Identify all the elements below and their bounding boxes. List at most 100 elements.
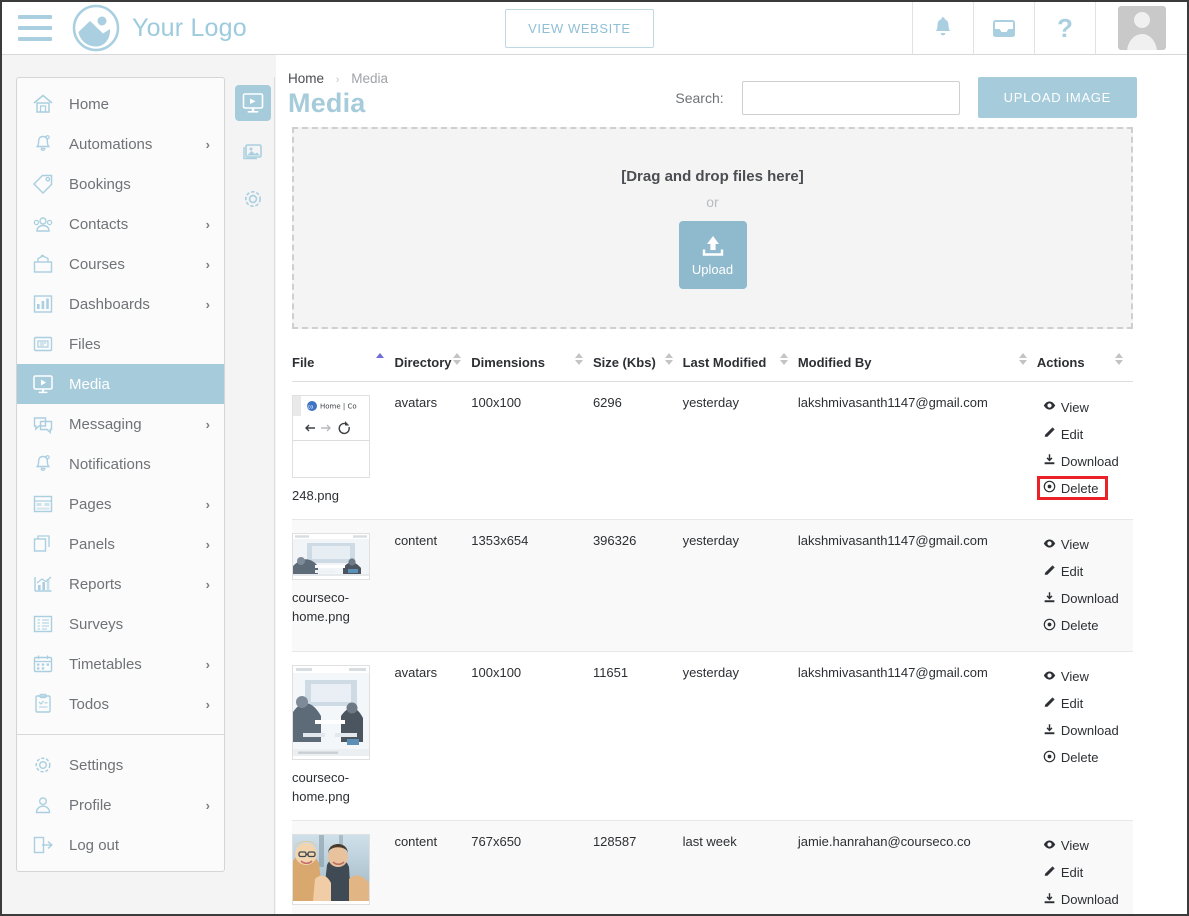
- media-table: File Directory Dimensions Size (Kbs) Last Mo…: [292, 351, 1133, 914]
- rail-media-icon[interactable]: [234, 85, 271, 121]
- column-header-last-modified[interactable]: Last Modified: [682, 351, 798, 382]
- sort-ascending-icon[interactable]: [376, 353, 385, 358]
- courses-icon: [31, 252, 59, 276]
- cell-file: cc-home-banner-mobile.jpg: [292, 820, 395, 914]
- view-website-button[interactable]: VIEW WEBSITE: [505, 8, 654, 48]
- sidebar-item-label: Home: [69, 95, 110, 113]
- cell-size: 396326: [592, 519, 683, 652]
- top-navigation-bar: Your Logo VIEW WEBSITE ?: [2, 2, 1187, 55]
- column-header-modified-by[interactable]: Modified By: [797, 351, 1037, 382]
- sidebar-item-timetables[interactable]: Timetables ›: [17, 644, 224, 684]
- people-photo-thumb[interactable]: [292, 833, 370, 905]
- sort-toggle-icon[interactable]: [779, 353, 788, 365]
- sidebar-item-media[interactable]: Media: [17, 364, 224, 404]
- dropzone-upload-button[interactable]: Upload: [678, 220, 747, 289]
- sidebar-item-todos[interactable]: Todos ›: [17, 684, 224, 724]
- sidebar-item-surveys[interactable]: Surveys: [17, 604, 224, 644]
- column-header-label: Modified By: [797, 355, 872, 370]
- download-icon: [1043, 723, 1056, 739]
- cell-actions: View Edit Download Delete: [1036, 381, 1133, 520]
- file-name: 248.png: [292, 488, 339, 503]
- sidebar-item-panels[interactable]: Panels ›: [17, 524, 224, 564]
- breadcrumb: Home › Media: [288, 71, 1135, 86]
- sidebar-item-log-out[interactable]: Log out: [17, 825, 224, 865]
- action-edit-link[interactable]: Edit: [1037, 422, 1089, 446]
- sidebar-item-messaging[interactable]: Messaging ›: [17, 404, 224, 444]
- sidebar-item-contacts[interactable]: Contacts ›: [17, 204, 224, 244]
- sidebar-item-settings[interactable]: Settings: [17, 745, 224, 785]
- sidebar-item-files[interactable]: Files: [17, 324, 224, 364]
- sidebar-item-notifications[interactable]: Notifications: [17, 444, 224, 484]
- action-delete-link[interactable]: Delete: [1036, 476, 1109, 500]
- file-name: courseco-home.png: [292, 589, 350, 624]
- search-input[interactable]: [741, 80, 960, 115]
- sidebar-item-label: Profile: [69, 796, 112, 814]
- menu-toggle-icon[interactable]: [18, 15, 52, 41]
- svg-text:co: co: [308, 405, 314, 411]
- page-header-actions: Search: UPLOAD IMAGE: [675, 77, 1137, 118]
- sidebar-item-reports[interactable]: Reports ›: [17, 564, 224, 604]
- action-download-link[interactable]: Download: [1037, 449, 1125, 473]
- sidebar-item-dashboards[interactable]: Dashboards ›: [17, 284, 224, 324]
- column-header-actions[interactable]: Actions: [1036, 351, 1133, 382]
- chevron-right-icon: ›: [205, 256, 210, 272]
- column-header-label: Actions: [1036, 355, 1085, 370]
- help-icon[interactable]: ?: [1034, 2, 1095, 55]
- sort-toggle-icon[interactable]: [453, 353, 462, 365]
- sidebar-footer-nav: Settings Profile › Log out: [17, 739, 224, 871]
- upload-image-button[interactable]: UPLOAD IMAGE: [977, 77, 1137, 118]
- settings-gear-icon: [31, 753, 59, 777]
- sidebar-item-bookings[interactable]: Bookings: [17, 164, 224, 204]
- column-header-file[interactable]: File: [292, 351, 395, 382]
- sidebar-item-label: Bookings: [69, 175, 131, 193]
- action-edit-link[interactable]: Edit: [1037, 692, 1089, 716]
- sort-toggle-icon[interactable]: [664, 353, 673, 365]
- sidebar-item-label: Timetables: [69, 655, 142, 673]
- action-view-link[interactable]: View: [1037, 533, 1095, 557]
- browser-screenshot-thumb[interactable]: co Home | Co: [292, 395, 370, 478]
- rail-settings-icon[interactable]: [235, 181, 271, 217]
- sort-toggle-icon[interactable]: [1115, 353, 1123, 365]
- sort-toggle-icon[interactable]: [574, 353, 583, 365]
- cell-last-modified: yesterday: [682, 519, 798, 652]
- page-body: Home Automations › Bookings Contacts › Courses…: [2, 55, 1187, 914]
- notifications-bell-icon[interactable]: [912, 2, 973, 55]
- brand[interactable]: Your Logo: [70, 2, 247, 54]
- action-delete-link[interactable]: Delete: [1037, 614, 1105, 638]
- avatar[interactable]: [1095, 2, 1187, 55]
- column-header-size-kbs[interactable]: Size (Kbs): [592, 351, 683, 382]
- column-header-directory[interactable]: Directory: [394, 351, 472, 382]
- action-view-link[interactable]: View: [1037, 834, 1095, 858]
- view-icon: [1043, 838, 1056, 854]
- action-download-link[interactable]: Download: [1037, 719, 1125, 743]
- action-view-label: View: [1060, 669, 1089, 685]
- action-view-link[interactable]: View: [1037, 395, 1095, 419]
- sidebar-item-profile[interactable]: Profile ›: [17, 785, 224, 825]
- media-table-body: co Home | Co 248.png avatars 100x100 6296 yest…: [292, 381, 1133, 914]
- action-download-link[interactable]: Download: [1037, 888, 1125, 912]
- dropzone-or-text: or: [706, 193, 719, 210]
- sidebar-item-label: Pages: [69, 495, 112, 513]
- rail-images-icon[interactable]: [235, 133, 271, 169]
- action-edit-link[interactable]: Edit: [1037, 560, 1089, 584]
- file-dropzone[interactable]: [Drag and drop files here] or Upload: [292, 127, 1133, 329]
- column-header-dimensions[interactable]: Dimensions: [471, 351, 593, 382]
- breadcrumb-home-link[interactable]: Home: [288, 71, 325, 86]
- sidebar-item-home[interactable]: Home: [17, 84, 224, 124]
- sidebar-item-pages[interactable]: Pages ›: [17, 484, 224, 524]
- sidebar-item-automations[interactable]: Automations ›: [17, 124, 224, 164]
- action-view-link[interactable]: View: [1037, 665, 1095, 689]
- action-download-link[interactable]: Download: [1037, 587, 1125, 611]
- action-delete-link[interactable]: Delete: [1037, 746, 1105, 770]
- sidebar-item-courses[interactable]: Courses ›: [17, 244, 224, 284]
- webpage-screenshot-thumb[interactable]: [292, 532, 370, 580]
- edit-icon: [1043, 696, 1056, 712]
- action-edit-link[interactable]: Edit: [1037, 861, 1089, 885]
- bookings-tag-icon: [31, 172, 59, 196]
- action-download-label: Download: [1060, 591, 1119, 607]
- sort-toggle-icon[interactable]: [1018, 353, 1027, 365]
- contacts-icon: [31, 212, 59, 236]
- webpage-tall-screenshot-thumb[interactable]: [292, 664, 370, 760]
- inbox-icon[interactable]: [973, 2, 1034, 55]
